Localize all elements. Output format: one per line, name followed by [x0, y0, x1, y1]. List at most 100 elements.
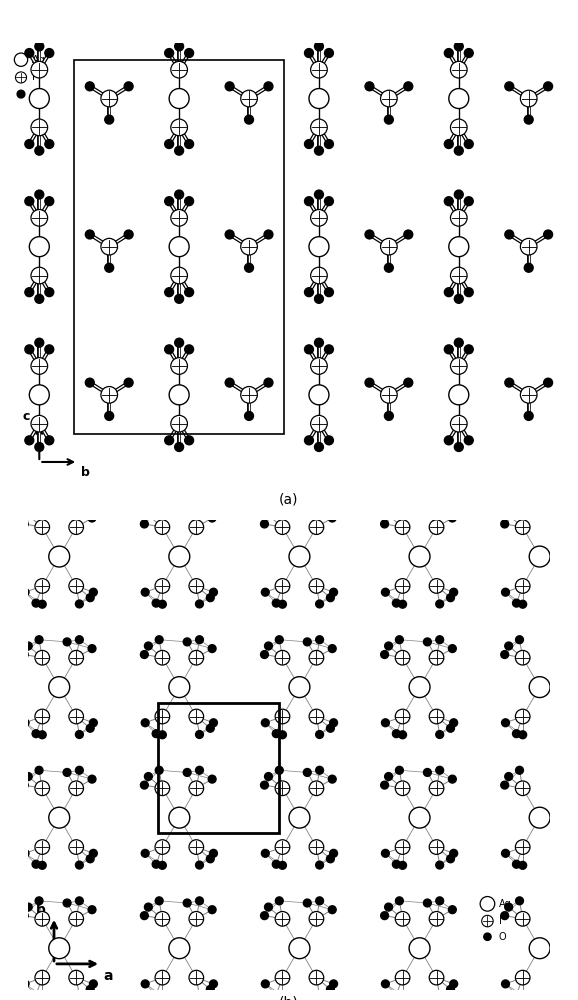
Circle shape: [183, 638, 191, 646]
Circle shape: [124, 378, 133, 387]
Circle shape: [444, 197, 453, 206]
Circle shape: [45, 288, 54, 297]
Circle shape: [309, 781, 324, 796]
Circle shape: [384, 263, 393, 272]
Circle shape: [69, 840, 83, 854]
Circle shape: [20, 520, 28, 528]
Circle shape: [381, 719, 390, 727]
Circle shape: [17, 90, 25, 98]
Circle shape: [155, 709, 170, 724]
Circle shape: [208, 514, 216, 522]
Circle shape: [444, 436, 453, 445]
Circle shape: [516, 912, 530, 926]
Circle shape: [324, 49, 334, 57]
Circle shape: [261, 849, 269, 857]
Circle shape: [169, 237, 189, 257]
Circle shape: [21, 980, 29, 988]
Circle shape: [329, 980, 338, 988]
Circle shape: [183, 769, 191, 776]
Circle shape: [124, 82, 133, 91]
Circle shape: [395, 579, 410, 593]
Circle shape: [450, 980, 458, 988]
Circle shape: [275, 781, 290, 796]
Circle shape: [189, 709, 203, 724]
Circle shape: [279, 731, 286, 739]
Circle shape: [303, 899, 311, 907]
Circle shape: [86, 855, 94, 863]
Circle shape: [505, 511, 513, 519]
Circle shape: [529, 938, 550, 959]
Circle shape: [35, 912, 50, 926]
Circle shape: [140, 651, 149, 658]
Circle shape: [385, 773, 392, 780]
Circle shape: [25, 345, 34, 354]
Circle shape: [155, 781, 170, 796]
Circle shape: [436, 731, 444, 738]
Circle shape: [25, 436, 34, 445]
Circle shape: [69, 520, 83, 534]
Circle shape: [35, 190, 44, 199]
Circle shape: [208, 645, 216, 652]
Circle shape: [25, 49, 34, 57]
Circle shape: [35, 781, 50, 796]
Circle shape: [90, 980, 97, 988]
Circle shape: [429, 912, 444, 926]
Circle shape: [25, 197, 34, 206]
Circle shape: [365, 82, 374, 91]
Circle shape: [429, 579, 444, 593]
Circle shape: [289, 938, 310, 959]
Circle shape: [171, 210, 187, 226]
Circle shape: [165, 49, 173, 57]
Circle shape: [90, 588, 97, 596]
Circle shape: [29, 237, 49, 257]
Circle shape: [275, 970, 290, 985]
Circle shape: [449, 514, 456, 522]
Circle shape: [35, 505, 43, 513]
Circle shape: [447, 594, 454, 602]
Circle shape: [63, 638, 71, 646]
Circle shape: [155, 840, 170, 854]
Circle shape: [88, 514, 96, 522]
Circle shape: [35, 338, 44, 347]
Circle shape: [185, 345, 194, 354]
Circle shape: [169, 385, 189, 405]
Circle shape: [208, 775, 216, 783]
Circle shape: [86, 724, 94, 732]
Circle shape: [395, 650, 410, 665]
Circle shape: [444, 49, 453, 57]
Circle shape: [21, 588, 29, 596]
Circle shape: [513, 991, 520, 999]
Circle shape: [409, 677, 430, 698]
Circle shape: [520, 238, 537, 255]
Circle shape: [385, 642, 392, 650]
Circle shape: [105, 411, 114, 420]
Circle shape: [449, 89, 469, 109]
Circle shape: [225, 82, 234, 91]
Circle shape: [329, 719, 338, 727]
Circle shape: [516, 781, 530, 796]
Circle shape: [31, 358, 47, 374]
Text: Ag: Ag: [32, 55, 46, 65]
Circle shape: [392, 730, 400, 738]
Circle shape: [392, 599, 400, 607]
Circle shape: [513, 860, 520, 868]
Circle shape: [501, 781, 509, 789]
Circle shape: [303, 638, 311, 646]
Circle shape: [310, 210, 327, 226]
Circle shape: [316, 766, 324, 774]
Circle shape: [206, 985, 214, 993]
Circle shape: [175, 443, 184, 451]
Circle shape: [316, 992, 324, 1000]
Circle shape: [316, 505, 324, 513]
Circle shape: [210, 588, 217, 596]
Circle shape: [265, 903, 272, 911]
Circle shape: [31, 61, 47, 78]
Circle shape: [155, 520, 170, 534]
Circle shape: [324, 345, 334, 354]
Circle shape: [86, 378, 94, 387]
Circle shape: [275, 709, 290, 724]
Circle shape: [272, 860, 280, 868]
Circle shape: [519, 861, 527, 869]
Circle shape: [516, 970, 530, 985]
Circle shape: [20, 651, 28, 658]
